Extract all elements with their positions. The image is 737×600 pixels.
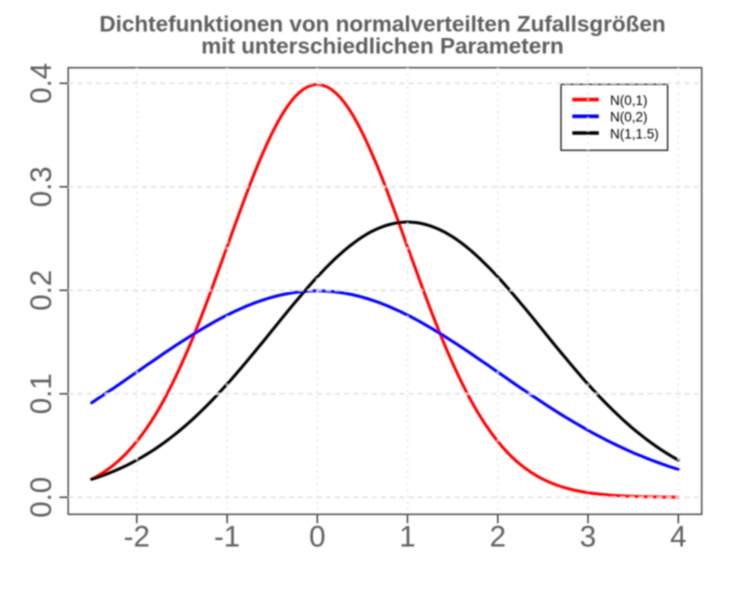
svg-text:0.4: 0.4 — [25, 63, 58, 104]
svg-text:3: 3 — [580, 521, 596, 554]
svg-text:0.2: 0.2 — [25, 270, 58, 311]
svg-text:0: 0 — [309, 521, 325, 554]
svg-text:mit unterschiedlichen Paramete: mit unterschiedlichen Parametern — [201, 34, 564, 59]
svg-text:1: 1 — [399, 521, 415, 554]
svg-text:0.1: 0.1 — [25, 373, 58, 414]
svg-text:N(1,1.5): N(1,1.5) — [610, 126, 659, 141]
svg-text:2: 2 — [490, 521, 506, 554]
svg-text:N(0,2): N(0,2) — [610, 110, 648, 125]
svg-text:Dichtefunktionen von normalver: Dichtefunktionen von normalverteilten Zu… — [99, 12, 665, 37]
svg-text:0.0: 0.0 — [25, 477, 58, 518]
svg-text:N(0,1): N(0,1) — [610, 93, 648, 108]
svg-text:-1: -1 — [214, 521, 240, 554]
svg-text:4: 4 — [670, 521, 686, 554]
svg-text:-2: -2 — [124, 521, 150, 554]
svg-text:0.3: 0.3 — [25, 166, 58, 207]
